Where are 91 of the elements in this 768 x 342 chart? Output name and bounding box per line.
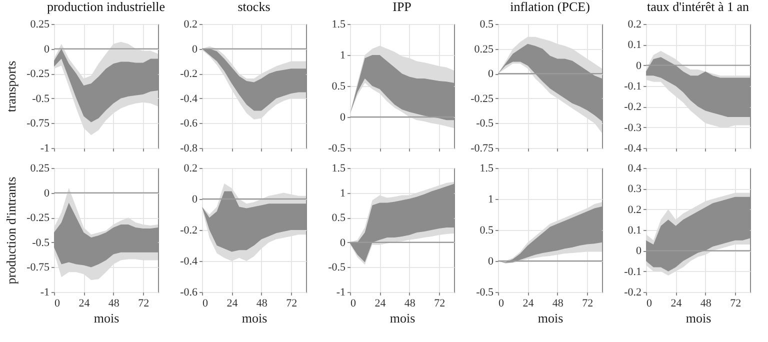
x-axis-title: mois [94,310,120,326]
y-tick-label: 0 [488,256,494,268]
x-tick-label: 48 [256,298,268,310]
x-axis-title: mois [686,310,712,326]
y-tick-label: -0.1 [624,266,642,278]
x-tick-label: 48 [552,298,564,310]
y-tick-label: 0.2 [184,18,198,30]
y-tick-label: -0.5 [328,262,346,274]
y-tick-label: -0.2 [624,286,642,298]
y-tick-label: 0.5 [332,212,346,224]
y-tick-label: 0.2 [184,162,198,174]
y-tick-label: 0.25 [474,43,494,56]
x-tick-label: 24 [670,298,682,310]
chart-title: inflation (PCE) [510,0,590,14]
y-tick-label: 0 [636,60,642,72]
x-tick-label: 24 [374,298,386,310]
y-tick-label: 1.5 [332,162,346,174]
y-tick-label: 0 [488,68,494,80]
x-axis-title: mois [242,310,268,326]
y-tick-label: -0.4 [624,142,642,154]
y-tick-label: 0.1 [628,224,642,236]
y-tick-label: -0.6 [180,286,198,298]
y-tick-label: 1 [340,187,346,200]
y-tick-label: 0.5 [480,18,494,30]
x-tick-label: 0 [350,298,356,310]
x-tick-label: 72 [286,298,298,310]
x-axis-title: mois [390,310,416,326]
y-tick-label: 0.1 [628,39,642,52]
x-tick-label: 48 [700,298,712,310]
y-tick-label: -1 [40,286,50,298]
x-tick-label: 0 [646,298,652,310]
chart-title: taux d'intérêt à 1 an [647,0,750,14]
y-tick-label: -0.75 [470,142,494,154]
x-tick-label: 72 [434,298,446,310]
y-tick-label: -0.5 [476,286,494,298]
y-tick-label: -1 [40,142,50,154]
x-tick-label: 24 [226,298,238,310]
y-tick-label: -0.2 [180,224,198,236]
y-tick-label: 0.4 [628,162,642,174]
y-tick-label: -0.1 [624,80,642,92]
y-tick-label: -0.5 [328,142,346,154]
x-tick-label: 0 [202,298,208,310]
y-tick-label: 1.5 [480,162,494,174]
y-axis-title: production d'intrants [4,176,18,284]
chart-title: stocks [238,0,270,14]
y-tick-label: 0.25 [30,162,50,174]
y-tick-label: -0.6 [180,118,198,130]
y-tick-label: -0.4 [180,256,198,268]
chart-title: IPP [392,0,412,14]
y-tick-label: 0.5 [480,224,494,236]
y-tick-label: 0 [44,43,50,56]
y-tick-label: -0.2 [624,101,642,114]
y-tick-label: 0.2 [628,204,642,216]
x-tick-label: 48 [108,298,120,310]
y-tick-label: -0.4 [180,92,198,105]
y-tick-label: 0.25 [30,18,50,30]
x-tick-label: 72 [582,298,594,310]
y-tick-label: -0.5 [32,92,50,105]
y-tick-label: -0.5 [476,118,494,130]
y-tick-label: 0 [192,43,198,56]
y-tick-label: 1 [340,50,346,62]
y-tick-label: -0.25 [26,212,50,224]
y-tick-label: 1 [488,194,494,206]
y-tick-label: -0.75 [26,262,50,274]
y-tick-label: 0 [192,194,198,206]
x-tick-label: 24 [78,298,90,310]
y-tick-label: 0.2 [628,18,642,30]
x-tick-label: 48 [404,298,416,310]
y-tick-label: 0 [340,112,346,124]
chart-title: production industrielle [46,0,166,14]
y-tick-label: -0.75 [26,118,50,130]
y-tick-label: -0.25 [26,68,50,80]
y-tick-label: 0.5 [332,80,346,92]
y-tick-label: -0.25 [470,92,494,105]
x-axis-title: mois [538,310,564,326]
x-tick-label: 24 [522,298,534,310]
y-tick-label: -0.8 [180,142,198,154]
x-tick-label: 72 [138,298,150,310]
y-tick-label: 1.5 [332,18,346,30]
y-tick-label: -1 [336,286,346,298]
y-tick-label: -0.5 [32,236,50,249]
y-tick-label: -0.3 [624,122,642,134]
y-tick-label: 0 [44,187,50,200]
y-tick-label: 0 [636,245,642,258]
x-tick-label: 0 [498,298,504,310]
y-tick-label: 0 [340,236,346,249]
y-tick-label: -0.2 [180,68,198,80]
x-tick-label: 0 [54,298,60,310]
y-tick-label: 0.3 [628,183,642,196]
y-axis-title: transports [4,60,18,112]
x-tick-label: 72 [730,298,742,310]
